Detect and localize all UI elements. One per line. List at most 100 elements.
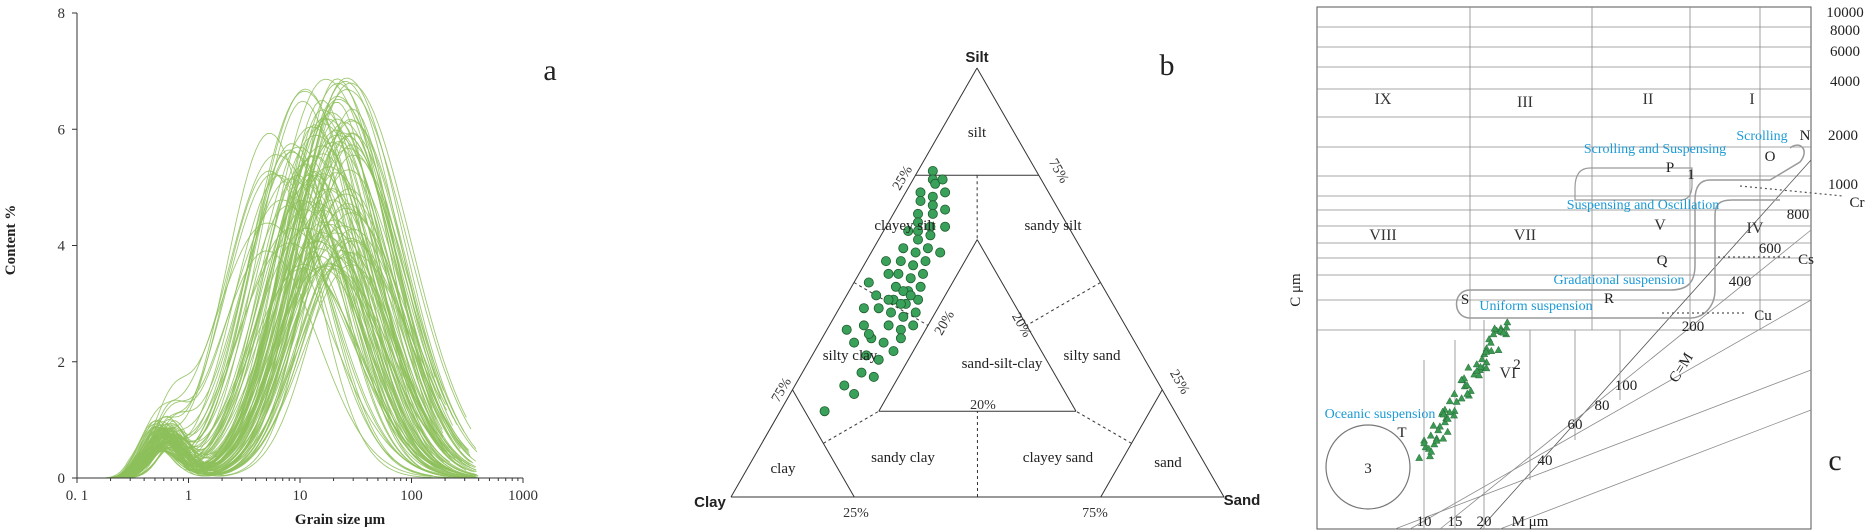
ytick-8000: 8000 [1830,23,1860,39]
cm-point [1426,451,1434,460]
ytick-2000: 2000 [1828,128,1858,144]
cm-point [1482,347,1491,355]
ternary-point [871,290,882,301]
panel-a-ytick-label: 0 [58,471,66,487]
grain-size-curve [105,140,453,479]
diag-tick-80: 80 [1595,398,1610,414]
field-clayey-silt: clayey silt [874,218,936,234]
cm-segment-pq-outline [1574,167,1693,201]
field-clayey-sand: clayey sand [1023,450,1094,466]
diag-tick-800: 800 [1787,207,1810,223]
panel-a-ylabel: Content % [3,205,19,275]
cm-point [1457,394,1466,402]
diag-tick-600: 600 [1759,241,1782,257]
label-uniform-suspension: Uniform suspension [1479,299,1592,314]
ytick-1000: 1000 [1828,177,1858,193]
ytick-4000: 4000 [1830,74,1860,90]
ytick-6000: 6000 [1830,44,1860,60]
segment-p: P [1666,160,1674,176]
ternary-point [940,221,951,232]
cm-point [1490,324,1499,332]
ternary-point [841,324,852,335]
cm-point [1478,354,1486,363]
label-scrolling-suspensing: Scrolling and Suspensing [1584,142,1726,157]
region-ii: II [1643,91,1654,108]
zone-1: 1 [1687,167,1695,183]
ternary-point [873,354,884,365]
diag-tick-200: 200 [1682,319,1705,335]
field-silt: silt [968,125,987,141]
cm-point [1429,421,1438,429]
divider-right [1026,282,1101,326]
cm-fan-line [1439,229,1812,530]
ternary-point [927,200,938,211]
inner-edge-right [976,239,1077,412]
ternary-point [839,380,850,391]
panel-a-xtick-label: 1000 [508,488,538,504]
panel-c-xlabel: M μm [1512,514,1549,530]
ternary-point [937,174,948,185]
diag-tick-60: 60 [1568,417,1583,433]
ternary-point [873,303,884,314]
ternary-point [927,208,938,219]
ternary-point [898,286,909,297]
ternary-point [895,256,906,267]
ternary-point [858,320,869,331]
grain-size-curve [105,263,441,479]
inner-edge-left [878,239,978,412]
diag-tick-100: 100 [1615,378,1638,394]
cm-point [1426,431,1435,439]
cm-point [1445,408,1454,416]
ternary-point [915,281,926,292]
cm-diagonal [1479,159,1812,530]
ternary-point [920,256,931,267]
ternary-point [895,324,906,335]
field-sandy-clay: sandy clay [871,450,935,466]
ternary-point [915,187,926,198]
ternary-point [893,268,904,279]
cm-point [1486,338,1495,346]
ternary-point [908,320,919,331]
cm-point [1420,438,1429,447]
panel-a-xtick-label: 0. 1 [66,488,89,504]
xtick-15: 15 [1448,514,1463,530]
cm-point [1450,389,1459,397]
zone-3: 3 [1364,461,1372,477]
ternary-point [883,320,894,331]
divider-clay [823,410,880,444]
cm-point [1463,389,1472,397]
ternary-point [886,307,897,318]
segment-o: O [1765,149,1776,165]
segment-s: S [1461,292,1469,308]
region-viii: VIII [1369,227,1397,244]
diag-tick-40: 40 [1538,453,1553,469]
panel-a-tick-labels: 0. 1 1 10 100 1000 0 2 4 6 8 [58,6,539,504]
grain-size-curve [105,88,433,479]
segment-q: Q [1657,253,1668,269]
panel-a-ytick-label: 8 [58,6,66,22]
ternary-points [819,165,951,417]
field-sand-silt-clay: sand-silt-clay [962,356,1043,372]
panel-c-cm-diagram: 10000 8000 6000 4000 2000 1000 800 600 4… [1288,5,1865,530]
panel-b-ternary: b Silt Clay Sand 25% 75% 75% 25% 25% 75%… [694,49,1260,521]
grain-size-curve [105,100,453,479]
grain-size-curve [105,203,443,479]
cm-point [1472,366,1481,374]
cm-point [1457,375,1466,383]
inner-label-bottom: 20% [970,398,996,413]
ternary-point [908,260,919,271]
edge-label-right-upper: 75% [1045,156,1071,186]
vertex-label-clay: Clay [694,494,726,511]
ternary-point [898,311,909,322]
edge-label-left-upper: 25% [890,163,916,193]
panel-a-xtick-label: 100 [400,488,423,504]
cm-point [1494,345,1503,353]
edge-label-right-lower: 25% [1166,367,1192,397]
cm-point [1432,436,1441,444]
cm-point [1502,323,1511,331]
grain-size-curve [105,154,465,479]
panel-c-ylabel: C μm [1288,273,1304,307]
cm-point [1445,396,1454,405]
region-v: V [1654,217,1666,234]
